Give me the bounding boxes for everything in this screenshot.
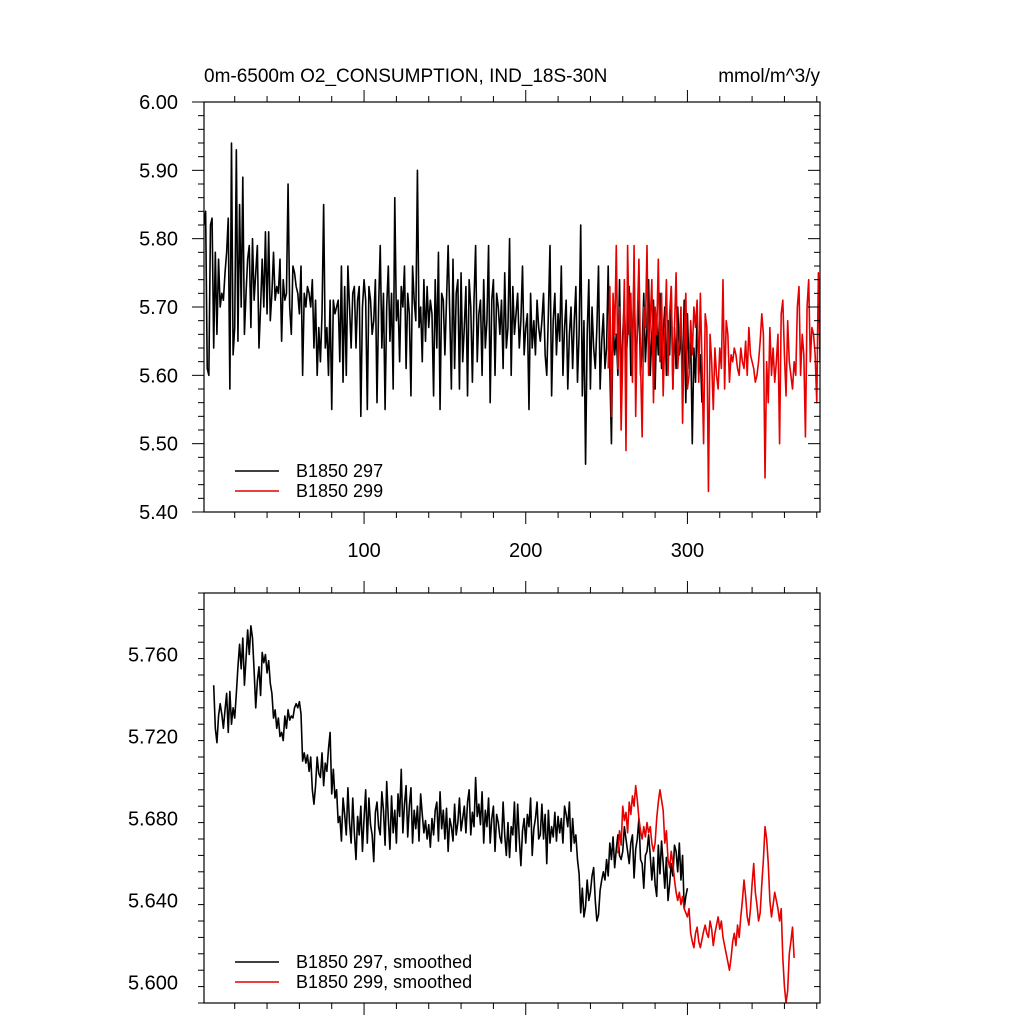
plot-frame <box>203 592 821 1004</box>
series-line-2 <box>607 244 820 493</box>
bottom-panel: 5.600 5.640 5.680 5.720 5.760 B1850 297, smoo… <box>128 581 821 1015</box>
y-tick-label: 5.640 <box>128 891 178 913</box>
y-tick-label: 5.600 <box>128 973 178 995</box>
y-tick-label: 5.720 <box>128 727 178 749</box>
y-tick-label: 5.40 <box>139 502 178 524</box>
y-tick-label: 5.80 <box>139 229 178 251</box>
top-panel: 5.40 5.50 5.60 5.70 5.80 5.90 6.00 100 200 300 B18… <box>139 90 821 562</box>
chart-title: 0m-6500m O2_CONSUMPTION, IND_18S-30N <box>204 66 607 87</box>
series-line-2 <box>617 784 795 1003</box>
legend-label-1: B1850 297, smoothed <box>296 952 472 972</box>
legend-label-2: B1850 299 <box>296 481 383 501</box>
x-tick-label: 100 <box>347 540 380 562</box>
y-tick-label: 5.760 <box>128 645 178 667</box>
y-tick-label: 5.70 <box>139 297 178 319</box>
chart-units: mmol/m^3/y <box>718 66 820 87</box>
x-tick-label: 200 <box>509 540 542 562</box>
y-tick-label: 5.680 <box>128 809 178 831</box>
y-tick-label: 5.60 <box>139 365 178 387</box>
legend-label-1: B1850 297 <box>296 461 383 481</box>
y-tick-label: 5.90 <box>139 160 178 182</box>
legend-label-2: B1850 299, smoothed <box>296 972 472 992</box>
series-line-1 <box>212 624 689 922</box>
x-tick-label: 300 <box>671 540 704 562</box>
y-tick-label: 5.50 <box>139 434 178 456</box>
y-tick-label: 6.00 <box>139 92 178 114</box>
